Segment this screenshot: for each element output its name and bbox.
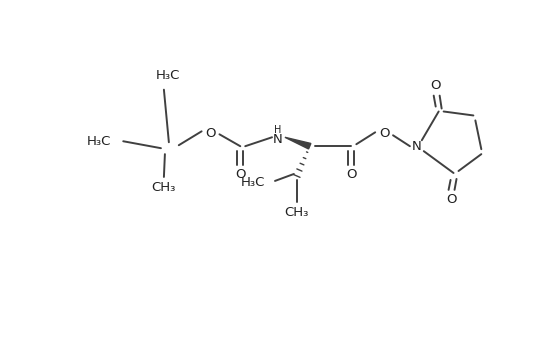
- Text: H₃C: H₃C: [241, 176, 265, 189]
- Text: CH₃: CH₃: [152, 181, 176, 194]
- Text: O: O: [205, 127, 216, 140]
- Text: O: O: [446, 193, 457, 206]
- Text: CH₃: CH₃: [285, 206, 309, 219]
- Text: H₃C: H₃C: [87, 135, 112, 148]
- Polygon shape: [285, 137, 311, 149]
- Text: H: H: [274, 125, 282, 135]
- Text: O: O: [235, 168, 245, 181]
- Text: H₃C: H₃C: [156, 69, 180, 82]
- Text: O: O: [431, 79, 441, 92]
- Text: N: N: [273, 133, 283, 146]
- Text: O: O: [346, 168, 356, 181]
- Text: N: N: [412, 140, 422, 153]
- Text: O: O: [379, 127, 389, 140]
